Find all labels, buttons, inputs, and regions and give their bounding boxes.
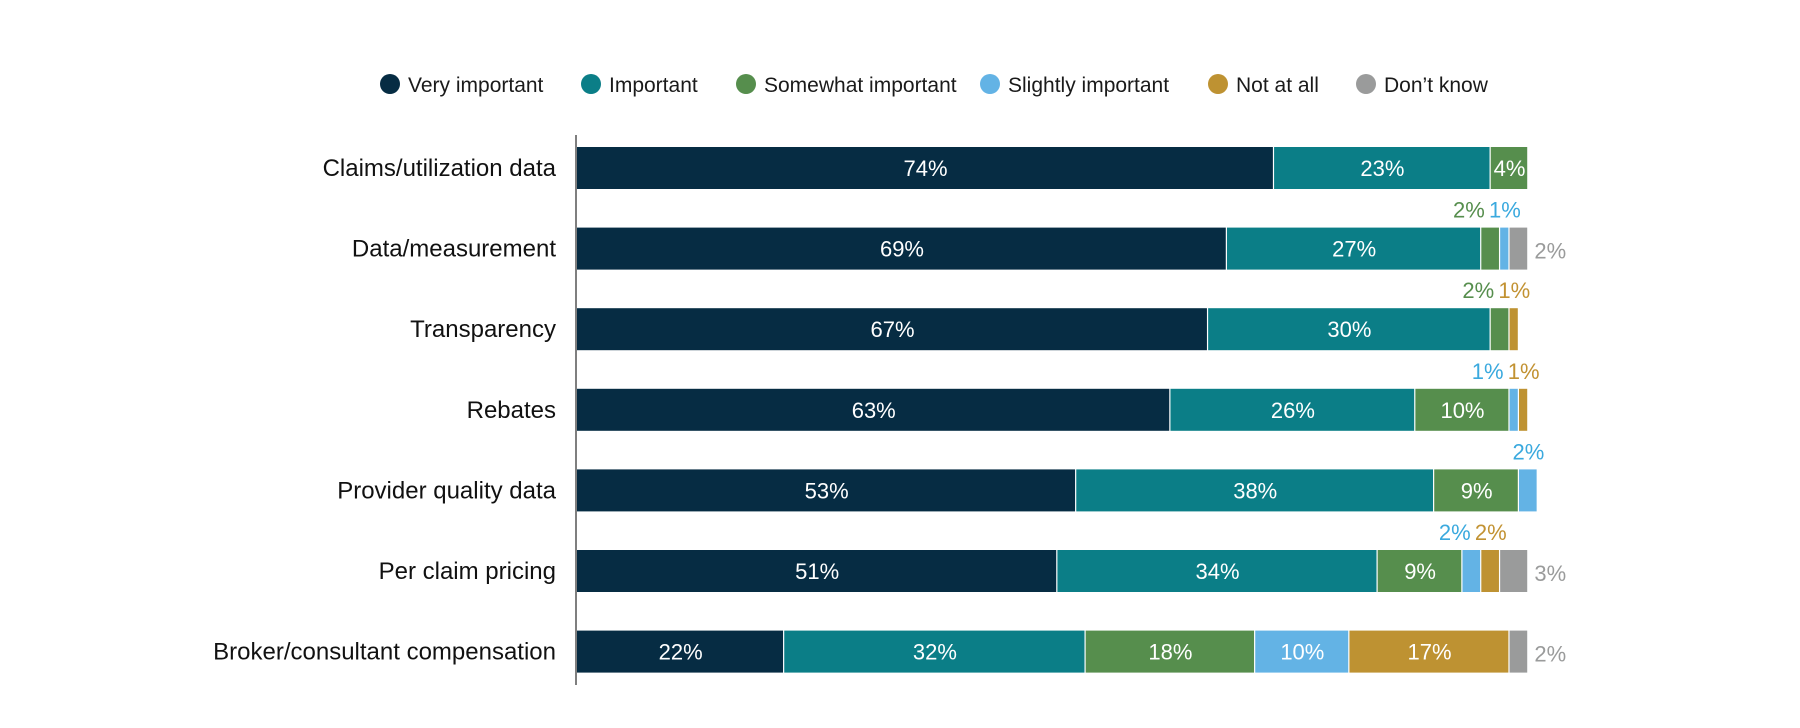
data-label-per-claim-pricing-don-t-know: 3% (1534, 561, 1566, 586)
data-label-broker-consultant-compensation-important: 32% (913, 640, 957, 665)
data-label-data-measurement-very-important: 69% (880, 237, 924, 262)
data-label-transparency-somewhat-important: 2% (1462, 278, 1494, 303)
category-label-data-measurement: Data/measurement (352, 236, 556, 263)
data-label-rebates-slightly-important: 1% (1472, 359, 1504, 384)
data-label-provider-quality-data-important: 38% (1233, 478, 1277, 503)
data-label-rebates-somewhat-important: 10% (1440, 398, 1484, 423)
bar-transparency-very-important (577, 308, 1207, 351)
bar-rebates-somewhat-important (1415, 388, 1509, 431)
bar-broker-consultant-compensation-slightly-important (1255, 630, 1349, 673)
category-label-transparency: Transparency (410, 316, 556, 343)
bar-transparency-not-at-all (1509, 308, 1518, 351)
legend-marker-somewhat-important (736, 74, 756, 94)
category-label-per-claim-pricing: Per claim pricing (379, 558, 556, 585)
data-label-data-measurement-important: 27% (1332, 237, 1376, 262)
bar-broker-consultant-compensation-don-t-know (1509, 630, 1528, 673)
bar-per-claim-pricing-important (1057, 550, 1377, 592)
data-label-transparency-very-important: 67% (871, 317, 915, 342)
category-label-rebates: Rebates (467, 397, 556, 424)
category-label-claims-utilization-data: Claims/utilization data (323, 155, 557, 182)
data-label-provider-quality-data-slightly-important: 2% (1513, 439, 1545, 464)
bar-per-claim-pricing-somewhat-important (1377, 550, 1462, 592)
data-label-rebates-not-at-all: 1% (1508, 359, 1540, 384)
data-label-rebates-very-important: 63% (852, 398, 896, 423)
bar-data-measurement-somewhat-important (1481, 227, 1499, 270)
data-label-transparency-important: 30% (1327, 317, 1371, 342)
data-label-broker-consultant-compensation-very-important: 22% (659, 640, 703, 665)
bar-provider-quality-data-somewhat-important (1434, 469, 1518, 512)
legend-label-somewhat-important: Somewhat important (764, 74, 957, 97)
bar-claims-utilization-data-somewhat-important (1490, 147, 1528, 189)
category-label-broker-consultant-compensation: Broker/consultant compensation (213, 639, 556, 666)
data-label-data-measurement-don-t-know: 2% (1534, 239, 1566, 264)
bar-per-claim-pricing-don-t-know (1500, 550, 1528, 592)
legend-label-important: Important (609, 74, 698, 97)
bars-area: 74% 23% 4%69% 27% 2%2% 1%67% 30%2% 1%63% 26% 10%1… (577, 147, 1566, 673)
data-label-claims-utilization-data-very-important: 74% (904, 156, 948, 181)
data-label-provider-quality-data-very-important: 53% (805, 478, 849, 503)
data-label-transparency-not-at-all: 1% (1498, 278, 1530, 303)
legend-label-slightly-important: Slightly important (1008, 74, 1169, 97)
bar-claims-utilization-data-very-important (577, 147, 1273, 189)
category-labels: Claims/utilization data Data/measurement T… (213, 155, 557, 666)
data-label-rebates-important: 26% (1271, 398, 1315, 423)
bar-rebates-not-at-all (1519, 388, 1528, 431)
bar-provider-quality-data-very-important (577, 469, 1076, 512)
data-label-claims-utilization-data-important: 23% (1360, 156, 1404, 181)
legend-label-don-t-know: Don’t know (1384, 74, 1489, 97)
bar-provider-quality-data-slightly-important (1519, 469, 1537, 512)
bar-broker-consultant-compensation-important (784, 630, 1085, 673)
bar-claims-utilization-data-important (1274, 147, 1490, 189)
data-label-broker-consultant-compensation-somewhat-important: 18% (1148, 640, 1192, 665)
legend-label-not-at-all: Not at all (1236, 74, 1319, 97)
legend-label-very-important: Very important (408, 74, 544, 97)
bar-transparency-somewhat-important (1490, 308, 1509, 351)
data-label-broker-consultant-compensation-slightly-important: 10% (1280, 640, 1324, 665)
data-label-per-claim-pricing-very-important: 51% (795, 559, 839, 584)
bar-rebates-slightly-important (1509, 388, 1518, 431)
bar-data-measurement-very-important (577, 227, 1226, 270)
data-label-per-claim-pricing-slightly-important: 2% (1439, 520, 1471, 545)
data-label-provider-quality-data-somewhat-important: 9% (1461, 478, 1493, 503)
legend-marker-not-at-all (1208, 74, 1228, 94)
legend-marker-slightly-important (980, 74, 1000, 94)
bar-data-measurement-important (1226, 227, 1481, 270)
legend: Very important Important Somewhat importan… (380, 74, 1489, 97)
bar-per-claim-pricing-slightly-important (1462, 550, 1481, 592)
data-label-per-claim-pricing-somewhat-important: 9% (1404, 559, 1436, 584)
data-label-broker-consultant-compensation-don-t-know: 2% (1534, 642, 1566, 667)
data-label-data-measurement-slightly-important: 1% (1489, 198, 1521, 223)
bar-rebates-important (1170, 388, 1415, 431)
category-label-provider-quality-data: Provider quality data (337, 477, 556, 504)
bar-rebates-very-important (577, 388, 1170, 431)
bar-broker-consultant-compensation-very-important (577, 630, 784, 673)
bar-data-measurement-slightly-important (1500, 227, 1509, 270)
data-label-data-measurement-somewhat-important: 2% (1453, 198, 1485, 223)
data-label-per-claim-pricing-not-at-all: 2% (1475, 520, 1507, 545)
bar-broker-consultant-compensation-not-at-all (1349, 630, 1509, 673)
bar-transparency-important (1208, 308, 1490, 351)
data-label-per-claim-pricing-important: 34% (1196, 559, 1240, 584)
legend-marker-don-t-know (1356, 74, 1376, 94)
bar-per-claim-pricing-very-important (577, 550, 1057, 592)
bar-data-measurement-don-t-know (1509, 227, 1528, 270)
bar-provider-quality-data-important (1076, 469, 1434, 512)
legend-marker-very-important (380, 74, 400, 94)
legend-marker-important (581, 74, 601, 94)
data-label-claims-utilization-data-somewhat-important: 4% (1494, 156, 1526, 181)
data-label-broker-consultant-compensation-not-at-all: 17% (1407, 640, 1451, 665)
bar-per-claim-pricing-not-at-all (1481, 550, 1499, 592)
bar-broker-consultant-compensation-somewhat-important (1085, 630, 1255, 673)
